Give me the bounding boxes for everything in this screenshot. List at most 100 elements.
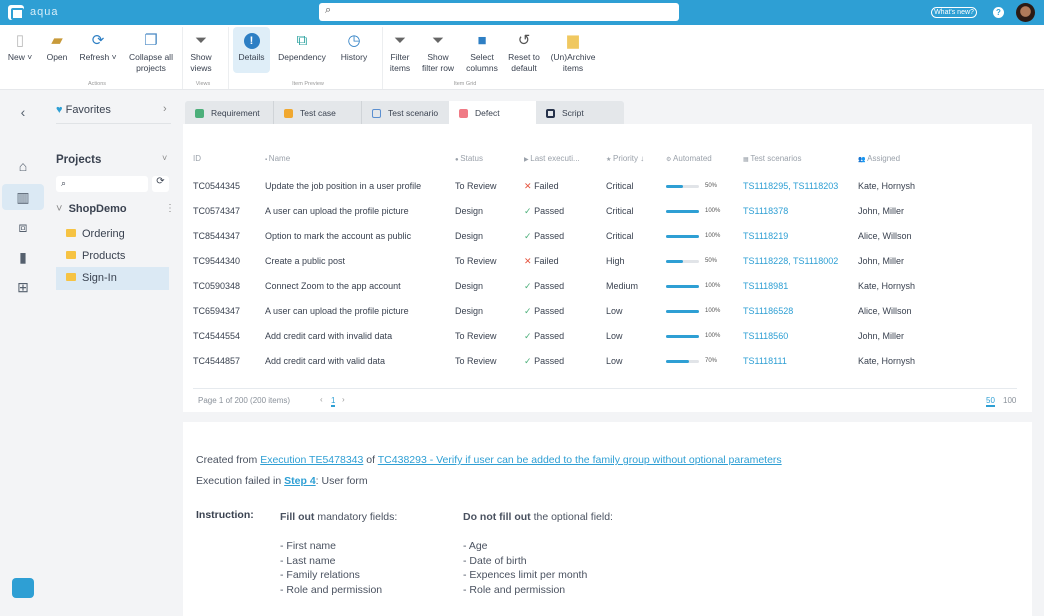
test-case-link[interactable]: TC438293 - Verify if user can be added t… bbox=[377, 454, 782, 466]
folder-icon bbox=[66, 273, 76, 281]
optional-fields-list: - Age - Date of birth - Expences limit per… bbox=[463, 539, 587, 597]
cell-priority: Low bbox=[606, 331, 623, 341]
tab-test-scenario[interactable]: Test scenario bbox=[361, 101, 449, 124]
column-header-automated[interactable]: ⚙ Automated bbox=[666, 154, 712, 163]
archive-items-button[interactable]: ▆ (Un)Archive items bbox=[550, 32, 596, 74]
list-item: - Role and permission bbox=[280, 583, 383, 596]
more-vertical-icon[interactable]: ⋮ bbox=[165, 203, 175, 214]
cell-test-scenarios-link[interactable]: TS1118228, TS1118002 bbox=[743, 256, 839, 266]
history-button[interactable]: ◷ History bbox=[340, 32, 368, 63]
chevron-right-icon[interactable]: › bbox=[163, 103, 167, 115]
execution-link[interactable]: Execution TE5478343 bbox=[260, 454, 364, 466]
project-shopdemo[interactable]: ˅ ShopDemo bbox=[56, 203, 127, 215]
cell-assigned: Kate, Hornysh bbox=[858, 356, 916, 366]
cell-name: Add credit card with valid data bbox=[265, 356, 386, 366]
new-file-icon: ▯ bbox=[15, 32, 25, 49]
cell-id: TC8544347 bbox=[193, 231, 241, 241]
mandatory-fields-list: - First name - Last name - Family relation… bbox=[280, 539, 382, 597]
cell-assigned: Alice, Willson bbox=[858, 231, 912, 241]
tab-requirement[interactable]: Requirement bbox=[185, 101, 273, 124]
column-header-assigned[interactable]: 👥 Assigned bbox=[858, 154, 901, 163]
code-file-icon[interactable]: ⧈ bbox=[18, 219, 28, 235]
details-button[interactable]: ! Details bbox=[233, 27, 270, 73]
aqua-logo[interactable] bbox=[8, 5, 24, 20]
page-1-button[interactable]: 1 bbox=[331, 396, 336, 407]
collapse-all-button[interactable]: ❐ Collapse all projects bbox=[129, 32, 173, 74]
cell-id: TC6594347 bbox=[193, 306, 241, 316]
folder-ordering[interactable]: Ordering bbox=[56, 223, 169, 246]
passed-check-icon: ✓ bbox=[524, 331, 532, 341]
column-header-status[interactable]: ● Status bbox=[455, 154, 483, 163]
grid-icon[interactable]: ⊞ bbox=[17, 279, 29, 295]
step-link[interactable]: Step 4 bbox=[284, 475, 316, 487]
map-icon[interactable]: ▥ bbox=[2, 184, 44, 210]
column-header-name[interactable]: ▪ Name bbox=[265, 154, 291, 163]
list-item: - Date of birth bbox=[463, 554, 527, 567]
column-header-priority[interactable]: ★ Priority ↓ bbox=[606, 154, 645, 163]
bar-chart-icon[interactable]: ▮ bbox=[19, 249, 27, 265]
column-header-id[interactable]: ID bbox=[193, 154, 201, 163]
passed-check-icon: ✓ bbox=[524, 206, 532, 216]
top-bar: aqua ⌕ What's new? ? bbox=[0, 0, 1044, 25]
prev-page-button[interactable]: ‹ bbox=[320, 395, 323, 404]
tab-script[interactable]: Script bbox=[536, 101, 624, 124]
folder-sign-in[interactable]: Sign-In bbox=[56, 267, 169, 290]
list-item: - Age bbox=[463, 540, 488, 552]
automation-progress-bar bbox=[666, 210, 699, 213]
archive-box-icon: ▆ bbox=[567, 32, 579, 49]
select-columns-button[interactable]: ■ Select columns bbox=[466, 32, 498, 74]
cell-name: A user can upload the profile picture bbox=[265, 206, 409, 216]
cell-test-scenarios-link[interactable]: TS1118111 bbox=[743, 356, 787, 366]
priority-column-icon: ★ bbox=[606, 157, 614, 163]
new-button[interactable]: ▯ New ˅ bbox=[7, 32, 33, 63]
failed-x-icon: ✕ bbox=[524, 181, 532, 191]
test-scenario-icon bbox=[372, 109, 381, 118]
passed-check-icon: ✓ bbox=[524, 231, 532, 241]
mandatory-fields-heading: Fill out mandatory fields: bbox=[280, 511, 398, 523]
page-size-50[interactable]: 50 bbox=[986, 396, 995, 407]
tab-test-case[interactable]: Test case bbox=[273, 101, 361, 124]
global-search-input[interactable]: ⌕ bbox=[319, 3, 679, 21]
home-icon[interactable]: ⌂ bbox=[18, 158, 28, 174]
user-avatar[interactable] bbox=[1016, 3, 1035, 22]
folder-products[interactable]: Products bbox=[56, 245, 169, 268]
show-views-button[interactable]: ⏷ Show views bbox=[190, 32, 212, 74]
column-header-test-scenarios[interactable]: ▦ Test scenarios bbox=[743, 154, 802, 163]
cell-test-scenarios-link[interactable]: TS1118981 bbox=[743, 281, 789, 291]
cell-last-execution: ✓ Passed bbox=[524, 306, 565, 316]
cell-test-scenarios-link[interactable]: TS1118378 bbox=[743, 206, 789, 216]
tab-defect[interactable]: Defect bbox=[449, 101, 536, 124]
automated-column-icon: ⚙ bbox=[666, 157, 674, 163]
reset-to-default-button[interactable]: ↺ Reset to default bbox=[508, 32, 540, 74]
collapse-chevron-icon[interactable]: ‹ bbox=[20, 104, 26, 120]
favorites-header[interactable]: ♥ Favorites bbox=[56, 104, 111, 116]
divider bbox=[382, 27, 383, 89]
dependency-button[interactable]: ⧉ Dependency bbox=[278, 32, 326, 63]
cell-test-scenarios-link[interactable]: TS1118219 bbox=[743, 231, 789, 241]
next-page-button[interactable]: › bbox=[342, 395, 345, 404]
cell-status: To Review bbox=[455, 256, 497, 266]
project-search-input[interactable]: ⌕ bbox=[56, 176, 148, 192]
page-size-100[interactable]: 100 bbox=[1003, 396, 1017, 405]
column-header-last-execution[interactable]: ▶ Last executi... bbox=[524, 154, 580, 163]
chevron-down-icon[interactable]: ˅ bbox=[162, 153, 168, 163]
filter-icon: ⏷ bbox=[431, 32, 444, 49]
cell-test-scenarios-link[interactable]: TS11186528 bbox=[743, 306, 794, 316]
automation-percent: 100% bbox=[705, 333, 721, 339]
show-filter-row-button[interactable]: ⏷ Show filter row bbox=[421, 32, 455, 74]
filter-items-button[interactable]: ⏷ Filter items bbox=[389, 32, 411, 74]
cell-test-scenarios-link[interactable]: TS1118295, TS1118203 bbox=[743, 181, 839, 191]
group-label-item-grid: Item Grid bbox=[453, 81, 477, 87]
filter-icon: ⏷ bbox=[393, 32, 406, 49]
automation-progress-bar bbox=[666, 260, 699, 263]
cell-test-scenarios-link[interactable]: TS1118560 bbox=[743, 331, 789, 341]
help-icon[interactable]: ? bbox=[993, 7, 1004, 18]
cell-name: Add credit card with invalid data bbox=[265, 331, 393, 341]
cell-assigned: Kate, Hornysh bbox=[858, 181, 916, 191]
whats-new-button[interactable]: What's new? bbox=[931, 7, 977, 18]
refresh-button[interactable]: ⟳ Refresh ˅ bbox=[79, 32, 117, 63]
refresh-projects-button[interactable]: ⟳ bbox=[152, 176, 169, 192]
left-nav-rail: ‹ ⌂ ▥ ⧈ ▮ ⊞ bbox=[0, 91, 47, 616]
heart-icon: ♥ bbox=[56, 104, 63, 116]
open-button[interactable]: ▰ Open bbox=[46, 32, 68, 63]
